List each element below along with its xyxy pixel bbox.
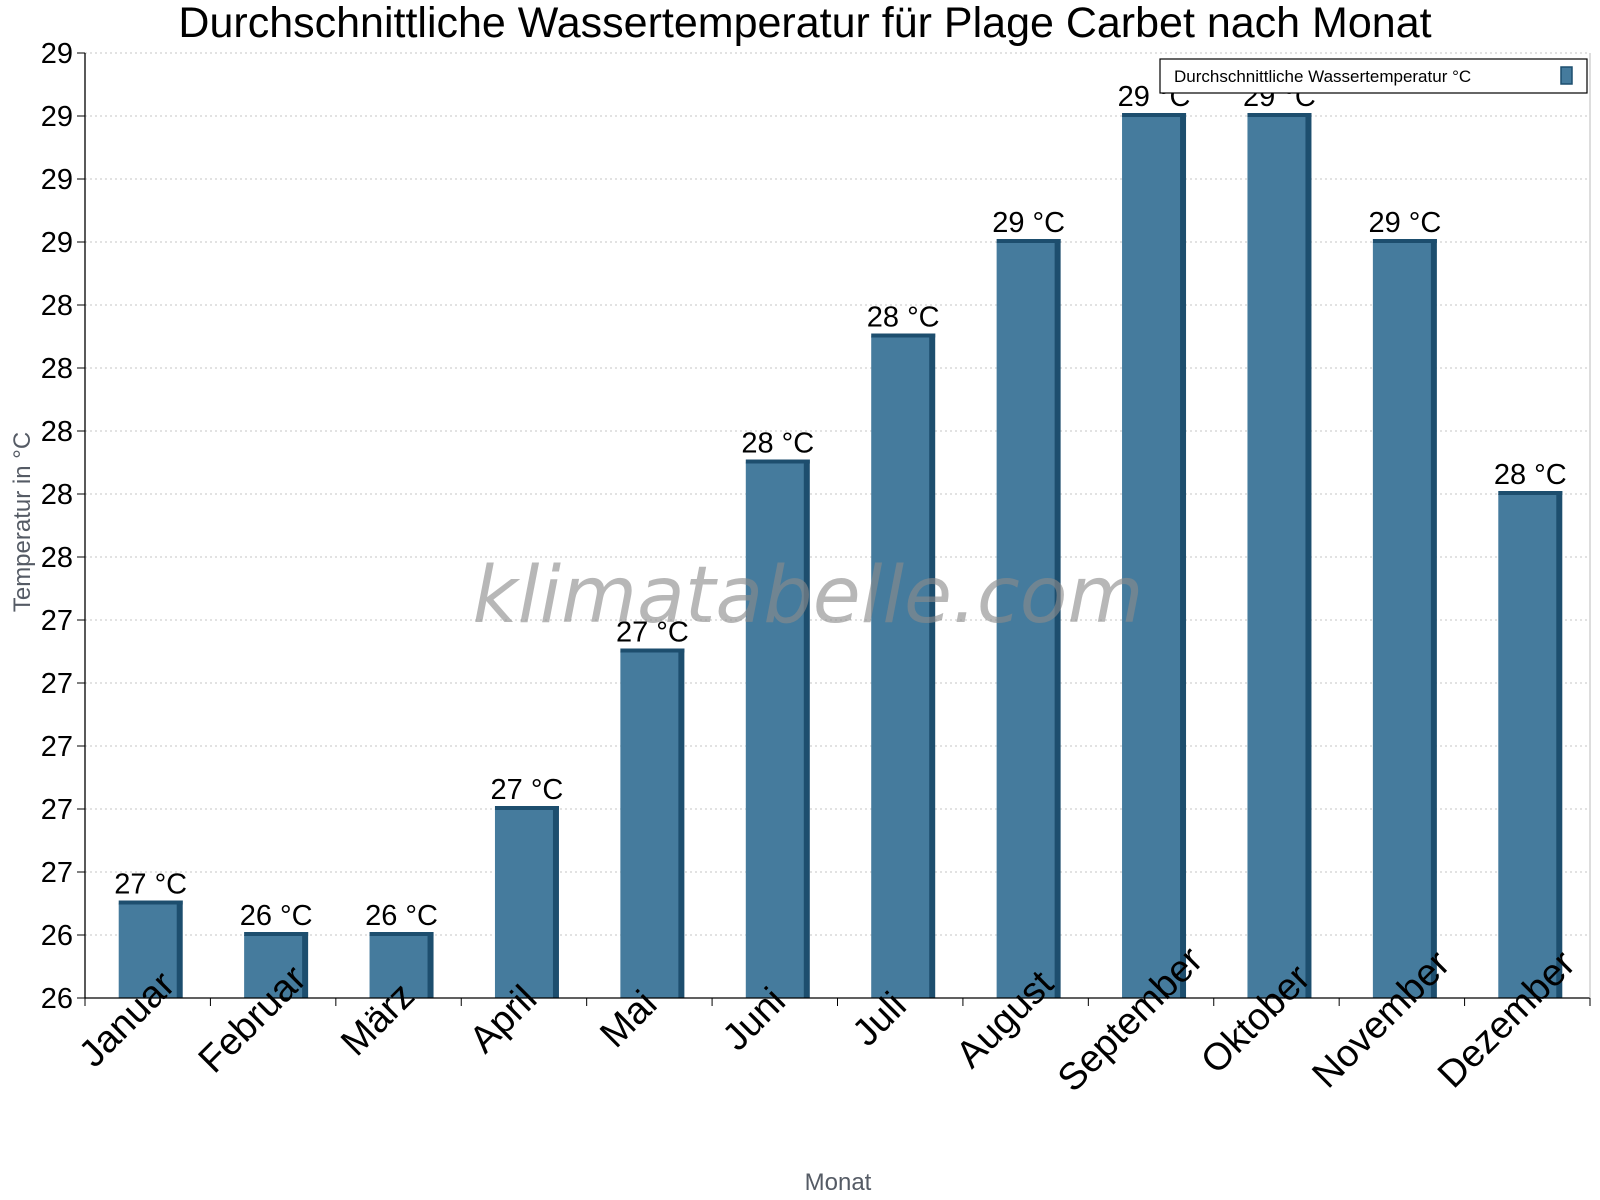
y-tick-label: 28: [41, 290, 73, 322]
legend: Durchschnittliche Wassertemperatur °C: [1159, 58, 1588, 94]
bar-top-edge: [1247, 113, 1312, 117]
bar: [1372, 242, 1431, 998]
bar: [244, 935, 303, 998]
data-label: 28 °C: [1494, 459, 1567, 491]
data-label: 27 °C: [491, 774, 564, 806]
y-tick-label: 26: [41, 920, 73, 952]
data-label: 27 °C: [616, 617, 689, 649]
bar-top-edge: [1122, 113, 1187, 117]
bar-top-edge: [244, 932, 309, 936]
y-tick-label: 29: [41, 164, 73, 196]
bar: [996, 242, 1055, 998]
y-tick-label: 28: [41, 479, 73, 511]
bar: [1122, 116, 1181, 998]
bar-top-edge: [1498, 491, 1563, 495]
axes: [84, 53, 1591, 999]
chart-title: Durchschnittliche Wassertemperatur für P…: [178, 0, 1431, 47]
bar-top-edge: [745, 459, 810, 464]
y-tick-label: 27: [41, 794, 73, 826]
data-label: 26 °C: [240, 900, 313, 932]
bar: [118, 903, 177, 998]
y-tick-label: 29: [41, 38, 73, 70]
bar: [1247, 116, 1306, 998]
bar: [369, 935, 428, 998]
bar-top-edge: [620, 648, 685, 653]
y-axis-ticks: 26 26 27 27 27 27 27 28 28 28 28 28 29 29 29 29: [41, 38, 85, 1015]
bar-top-edge: [871, 333, 936, 338]
bar-top-edge: [369, 932, 434, 936]
y-axis-label: Temperatur in °C: [9, 432, 36, 612]
y-tick-label: 29: [41, 227, 73, 259]
x-axis-label: Monat: [805, 1169, 872, 1196]
y-tick-label: 27: [41, 857, 73, 889]
bar: [494, 809, 553, 998]
y-tick-label: 29: [41, 101, 73, 133]
data-label: 28 °C: [741, 428, 814, 460]
bar: [1498, 494, 1557, 998]
bar-top-edge: [1372, 239, 1437, 243]
y-tick-label: 28: [41, 542, 73, 574]
legend-box: [1159, 58, 1588, 94]
y-tick-label: 27: [41, 731, 73, 763]
y-tick-label: 28: [41, 416, 73, 448]
bar-top-edge: [118, 900, 183, 905]
bar: [871, 336, 930, 998]
watermark-text: klimatabelle.com: [473, 551, 1144, 641]
grid-lines: [85, 52, 1590, 936]
y-tick-label: 27: [41, 668, 73, 700]
bar-top-edge: [494, 806, 559, 810]
bar: [620, 651, 679, 998]
data-labels: 27 °C 26 °C 26 °C 27 °C 27 °C 28 °C 28 °C 29 °C…: [114, 81, 1566, 932]
data-label: 27 °C: [114, 869, 187, 901]
data-label: 26 °C: [365, 900, 438, 932]
bar-top-edge: [996, 239, 1061, 243]
y-tick-label: 26: [41, 983, 73, 1015]
bar-series: [118, 113, 1563, 998]
data-label: 29 °C: [1368, 207, 1441, 239]
legend-label: Durchschnittliche Wassertemperatur °C: [1174, 67, 1471, 86]
legend-swatch: [1560, 66, 1573, 85]
y-tick-label: 28: [41, 353, 73, 385]
y-tick-label: 27: [41, 605, 73, 637]
data-label: 29 °C: [992, 207, 1065, 239]
bar: [745, 462, 804, 998]
data-label: 28 °C: [867, 302, 940, 334]
